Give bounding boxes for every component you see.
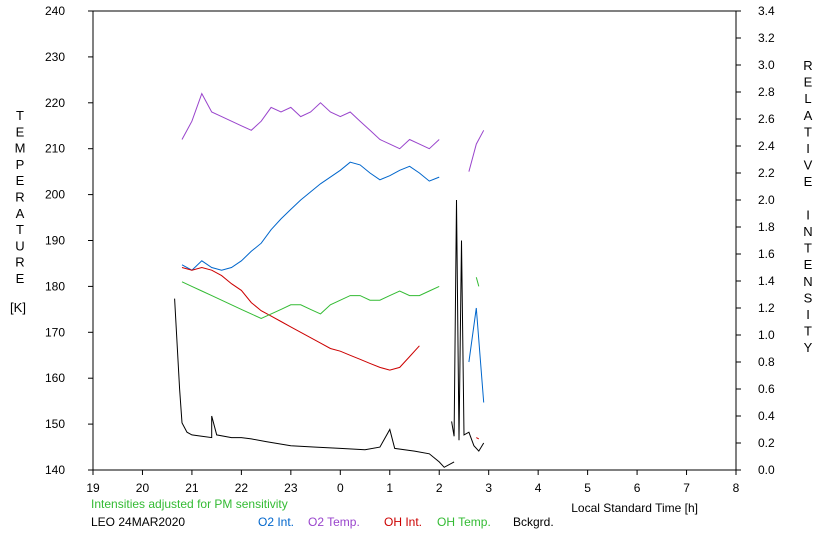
axis-label-letter: N [803, 224, 812, 239]
legend-entry: OH Int. [384, 515, 422, 529]
right-tick-label: 1.0 [758, 328, 775, 342]
right-tick-label: 2.2 [758, 166, 775, 180]
left-tick-label: 190 [45, 234, 65, 248]
x-tick-label: 23 [284, 481, 298, 495]
axis-label-letter: T [16, 108, 24, 123]
x-tick-label: 2 [436, 481, 443, 495]
legend-entry: Bckgrd. [513, 515, 554, 529]
x-tick-label: 1 [386, 481, 393, 495]
x-tick-label: 7 [683, 481, 690, 495]
axis-label-letter: T [804, 241, 812, 256]
right-tick-label: 1.6 [758, 247, 775, 261]
series-line-o2-int [468, 307, 485, 403]
axis-label-letter: S [804, 290, 813, 305]
series-line-bckgrd [174, 298, 455, 468]
series-group [174, 92, 485, 468]
axis-label-letter: T [16, 222, 24, 237]
station-label: LEO 24MAR2020 [91, 515, 185, 529]
right-tick-label: 0.0 [758, 463, 775, 477]
axis-label-letter: A [804, 108, 813, 123]
axis-label-letter: L [804, 91, 811, 106]
left-tick-label: 220 [45, 96, 65, 110]
x-tick-label: 5 [584, 481, 591, 495]
legend-entry: O2 Int. [258, 515, 294, 529]
right-tick-label: 2.6 [758, 112, 775, 126]
left-tick-label: 210 [45, 142, 65, 156]
series-line-oh-temp [475, 277, 480, 287]
axis-label-letter: I [806, 207, 810, 222]
x-tick-label: 22 [235, 481, 249, 495]
x-tick-label: 4 [535, 481, 542, 495]
x-tick-label: 8 [733, 481, 740, 495]
axis-label-letter: P [16, 157, 25, 172]
right-tick-label: 1.2 [758, 301, 775, 315]
x-axis: 19 20 21 22 23 0 1 2 3 4 5 6 7 8 [86, 470, 740, 495]
right-tick-label: 3.2 [758, 31, 775, 45]
axis-label-letter: I [806, 141, 810, 156]
left-tick-label: 150 [45, 417, 65, 431]
axis-label-letter: E [16, 124, 25, 139]
left-axis: 140 150 160 170 180 190 200 210 220 230 240 [45, 4, 93, 477]
axis-label-letter: E [804, 174, 813, 189]
right-tick-label: 2.0 [758, 193, 775, 207]
axis-label-letter: R [15, 190, 24, 205]
x-tick-label: 0 [337, 481, 344, 495]
series-line-o2-temp [468, 130, 485, 172]
left-tick-label: 180 [45, 279, 65, 293]
right-tick-label: 3.0 [758, 58, 775, 72]
axis-label-letter: E [16, 173, 25, 188]
axis-label-letter: U [15, 238, 24, 253]
x-tick-label: 21 [185, 481, 199, 495]
sensitivity-note: Intensities adjusted for PM sensitivity [91, 497, 288, 511]
plot-frame [92, 10, 737, 471]
x-tick-label: 3 [485, 481, 492, 495]
axis-label-letter: N [803, 274, 812, 289]
left-tick-label: 200 [45, 188, 65, 202]
series-line-bckgrd [451, 199, 485, 452]
legend: O2 Int. O2 Temp. OH Int. OH Temp. Bckgrd. [258, 515, 554, 529]
left-tick-label: 160 [45, 371, 65, 385]
series-line-oh-int [181, 266, 420, 371]
series-line-o2-int [181, 161, 440, 271]
series-line-oh-temp [181, 281, 440, 320]
left-tick-label: 240 [45, 4, 65, 18]
axis-label-letter: T [804, 124, 812, 139]
right-tick-label: 2.8 [758, 85, 775, 99]
right-tick-label: 0.6 [758, 382, 775, 396]
axis-label-letter: T [804, 324, 812, 339]
axis-label-letter: I [806, 307, 810, 322]
x-tick-label: 6 [634, 481, 641, 495]
left-tick-label: 140 [45, 463, 65, 477]
series-line-o2-temp [181, 92, 440, 150]
x-axis-label: Local Standard Time [h] [571, 501, 698, 515]
right-tick-label: 0.2 [758, 436, 775, 450]
left-tick-label: 230 [45, 50, 65, 64]
axis-label-letter: V [804, 158, 813, 173]
axis-label-letter: M [15, 141, 26, 156]
legend-entry: OH Temp. [437, 515, 491, 529]
right-axis: 0.0 0.2 0.4 0.6 0.8 1.0 1.2 1.4 1.6 1.8 2.0 2.2 2.4 2… [736, 4, 775, 477]
x-tick-label: 20 [136, 481, 150, 495]
left-tick-label: 170 [45, 325, 65, 339]
axis-label-letter: E [804, 257, 813, 272]
right-tick-label: 0.8 [758, 355, 775, 369]
right-tick-label: 3.4 [758, 4, 775, 18]
x-tick-label: 19 [86, 481, 100, 495]
axis-label-letter: R [803, 58, 812, 73]
right-tick-label: 1.4 [758, 274, 775, 288]
series-line-oh-int [476, 437, 480, 440]
left-axis-unit: [K] [10, 300, 26, 315]
right-tick-label: 0.4 [758, 409, 775, 423]
axis-label-letter: E [16, 271, 25, 286]
axis-label-letter: Y [804, 340, 813, 355]
axis-label-letter: A [16, 206, 25, 221]
axis-label-letter: E [804, 75, 813, 90]
legend-entry: O2 Temp. [308, 515, 360, 529]
right-tick-label: 2.4 [758, 139, 775, 153]
axis-label-letter: R [15, 255, 24, 270]
right-tick-label: 1.8 [758, 220, 775, 234]
